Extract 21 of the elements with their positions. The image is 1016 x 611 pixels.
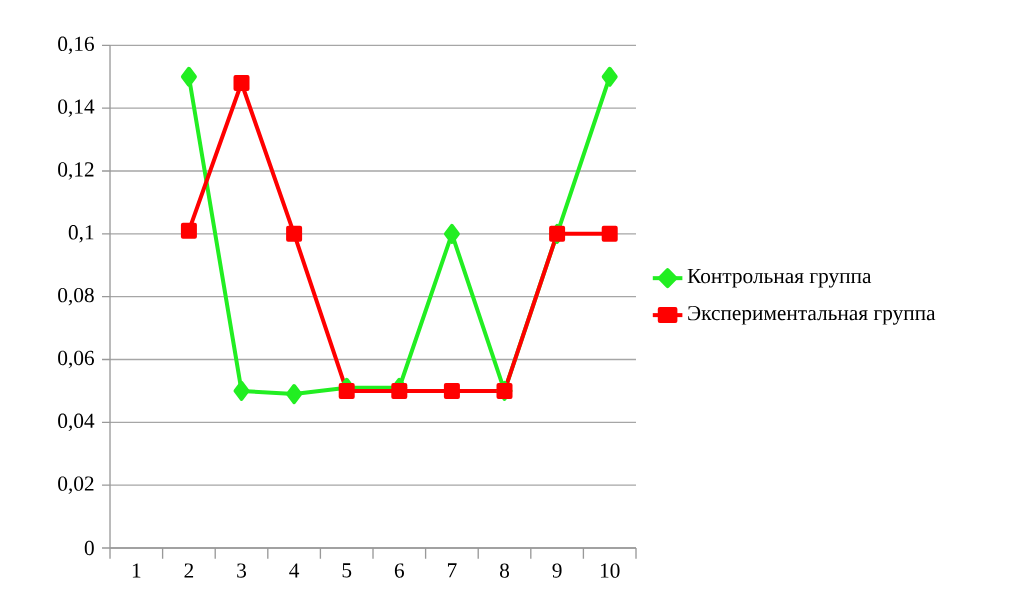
x-tick-label: 6	[394, 563, 405, 578]
y-tick-label: 0,06	[58, 350, 94, 369]
y-tick-label: 0	[84, 540, 94, 556]
x-tick-label: 5	[342, 563, 352, 578]
y-tick-label: 0,12	[58, 162, 94, 180]
x-tick-label: 1	[132, 563, 141, 578]
y-tick-label: 0,1	[68, 225, 94, 243]
x-tick-label: 4	[289, 563, 300, 578]
x-tick-label: 7	[447, 563, 457, 578]
y-tick-label: 0,02	[58, 476, 94, 495]
y-tick-label: 0,08	[58, 288, 94, 306]
y-tick-label: 0,16	[58, 36, 94, 55]
legend-label: Контрольная группа	[687, 269, 872, 288]
x-tick-label: 9	[552, 563, 562, 578]
y-tick-label: 0,04	[58, 413, 95, 432]
legend-label: Экспериментальная группа	[688, 306, 936, 325]
y-tick-label: 0,14	[58, 99, 95, 118]
x-tick-label: 3	[237, 563, 246, 578]
x-tick-label: 8	[499, 563, 510, 578]
x-tick-label: 2	[184, 563, 194, 578]
x-tick-label: 10	[600, 563, 620, 578]
